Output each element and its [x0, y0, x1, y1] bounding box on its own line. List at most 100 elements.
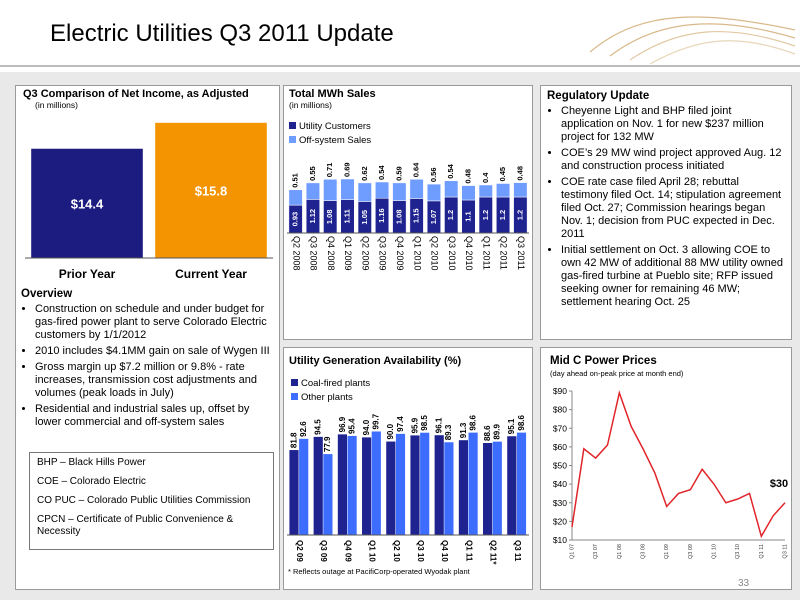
value-label: 1.2	[481, 210, 490, 220]
bar-segment	[444, 180, 459, 198]
category-label: Q4 09	[343, 540, 352, 562]
value-label: 94.0	[362, 419, 371, 435]
y-tick-label: $50	[553, 461, 567, 471]
category-label: Q3 09	[319, 540, 328, 562]
y-tick-label: $10	[553, 535, 567, 545]
bar	[483, 442, 493, 535]
y-tick-label: $30	[553, 498, 567, 508]
category-label: Q4 2009	[395, 236, 405, 271]
category-label: Q3 2009	[378, 236, 388, 271]
bar	[420, 432, 430, 535]
value-label: 0.64	[412, 162, 421, 177]
mwh-chart: Total MWh Sales (in millions) Utility Cu…	[287, 88, 529, 271]
bar-segment	[513, 182, 528, 198]
value-label: 88.6	[483, 425, 492, 441]
bullet: COE’s 29 MW wind project approved Aug. 1…	[561, 147, 787, 173]
page-number: 33	[738, 578, 750, 589]
overview-heading: Overview	[21, 288, 73, 300]
value-label: 95.1	[507, 418, 516, 434]
category-label: Q3 2010	[447, 236, 457, 271]
legend-label: Off-system Sales	[299, 135, 371, 146]
category-label: Q2 11*	[489, 540, 498, 565]
x-tick-label: Q3 08	[640, 544, 646, 559]
value-label: 98.6	[517, 414, 526, 430]
value-label: $15.8	[195, 183, 228, 198]
bar	[299, 438, 309, 535]
bar	[313, 436, 323, 535]
value-label: 98.5	[420, 415, 429, 431]
y-tick-label: $40	[553, 479, 567, 489]
value-label: 0.48	[463, 169, 472, 184]
value-label: 97.4	[396, 416, 405, 432]
chart-subtitle: (day ahead on-peak price at month end)	[550, 369, 684, 378]
value-label: 1.1	[463, 211, 472, 221]
value-label: 0.51	[291, 173, 300, 188]
legend-swatch	[289, 122, 296, 129]
value-label: 0.69	[342, 162, 351, 177]
value-label: 95.4	[347, 418, 356, 434]
bullet: Gross margin up $7.2 million or 9.8% - r…	[35, 361, 273, 400]
category-label: Q1 10	[368, 540, 377, 562]
value-label: $14.4	[71, 196, 104, 211]
footnote: * Reflects outage at PacifiCorp-operated…	[288, 567, 471, 576]
bar	[323, 454, 333, 535]
overview: Overview Construction on schedule and un…	[21, 288, 273, 432]
value-label: 1.2	[446, 210, 455, 220]
bar	[516, 432, 527, 535]
bar	[468, 432, 478, 535]
bar	[492, 441, 502, 535]
legend-label: Other plants	[301, 392, 353, 403]
value-label: 99.7	[372, 413, 381, 429]
value-label: 1.08	[325, 209, 334, 224]
bar-segment	[461, 185, 476, 201]
x-tick-label: Q3 10	[735, 544, 741, 559]
value-label: 89.9	[493, 424, 502, 440]
category-label: Current Year	[175, 267, 247, 281]
bullet: Residential and industrial sales up, off…	[35, 403, 273, 429]
bar-segment	[426, 183, 441, 202]
category-label: Q2 2010	[430, 236, 440, 271]
bar-segment	[288, 189, 303, 206]
bar-segment	[392, 182, 407, 201]
category-label: Q2 09	[295, 540, 304, 562]
midc-panel	[540, 347, 792, 590]
category-label: Q2 2011	[499, 236, 509, 270]
bar	[444, 442, 454, 535]
value-label: 0.56	[429, 167, 438, 182]
value-label: 1.16	[377, 208, 386, 223]
bullet: Construction on schedule and under budge…	[35, 303, 273, 342]
bar-segment	[305, 182, 320, 200]
y-tick-label: $90	[553, 386, 567, 396]
value-label: 98.6	[468, 414, 477, 430]
bar	[434, 435, 444, 535]
y-tick-label: $80	[553, 405, 567, 415]
legend-swatch	[289, 136, 296, 143]
value-label: 1.08	[394, 209, 403, 224]
category-label: Prior Year	[59, 267, 116, 281]
bar-segment	[375, 181, 390, 199]
category-label: Q2 10	[392, 540, 401, 562]
value-label: 0.93	[291, 212, 300, 227]
x-tick-label: Q1 11	[759, 544, 765, 559]
y-tick-label: $60	[553, 442, 567, 452]
price-line	[571, 390, 786, 539]
y-tick-label: $70	[553, 423, 567, 433]
overview-list: Construction on schedule and under budge…	[21, 303, 273, 429]
bar	[289, 450, 299, 535]
bullet: 2010 includes $4.1MM gain on sale of Wyg…	[35, 345, 273, 358]
value-label: 81.8	[289, 432, 298, 448]
chart-title: Mid C Power Prices	[550, 355, 657, 367]
value-label: 96.9	[338, 416, 347, 432]
chart-title: Utility Generation Availability (%)	[289, 355, 461, 367]
value-label: 0.62	[360, 166, 369, 181]
value-label: 1.05	[360, 210, 369, 225]
value-label: 0.54	[377, 165, 386, 180]
bar-segment	[478, 184, 493, 198]
bar	[410, 435, 420, 535]
bar	[155, 122, 267, 258]
value-label: 1.11	[342, 209, 351, 223]
value-label: 0.54	[446, 163, 455, 178]
regulatory: Regulatory Update Cheyenne Light and BHP…	[547, 90, 787, 312]
bar-segment	[323, 179, 338, 201]
